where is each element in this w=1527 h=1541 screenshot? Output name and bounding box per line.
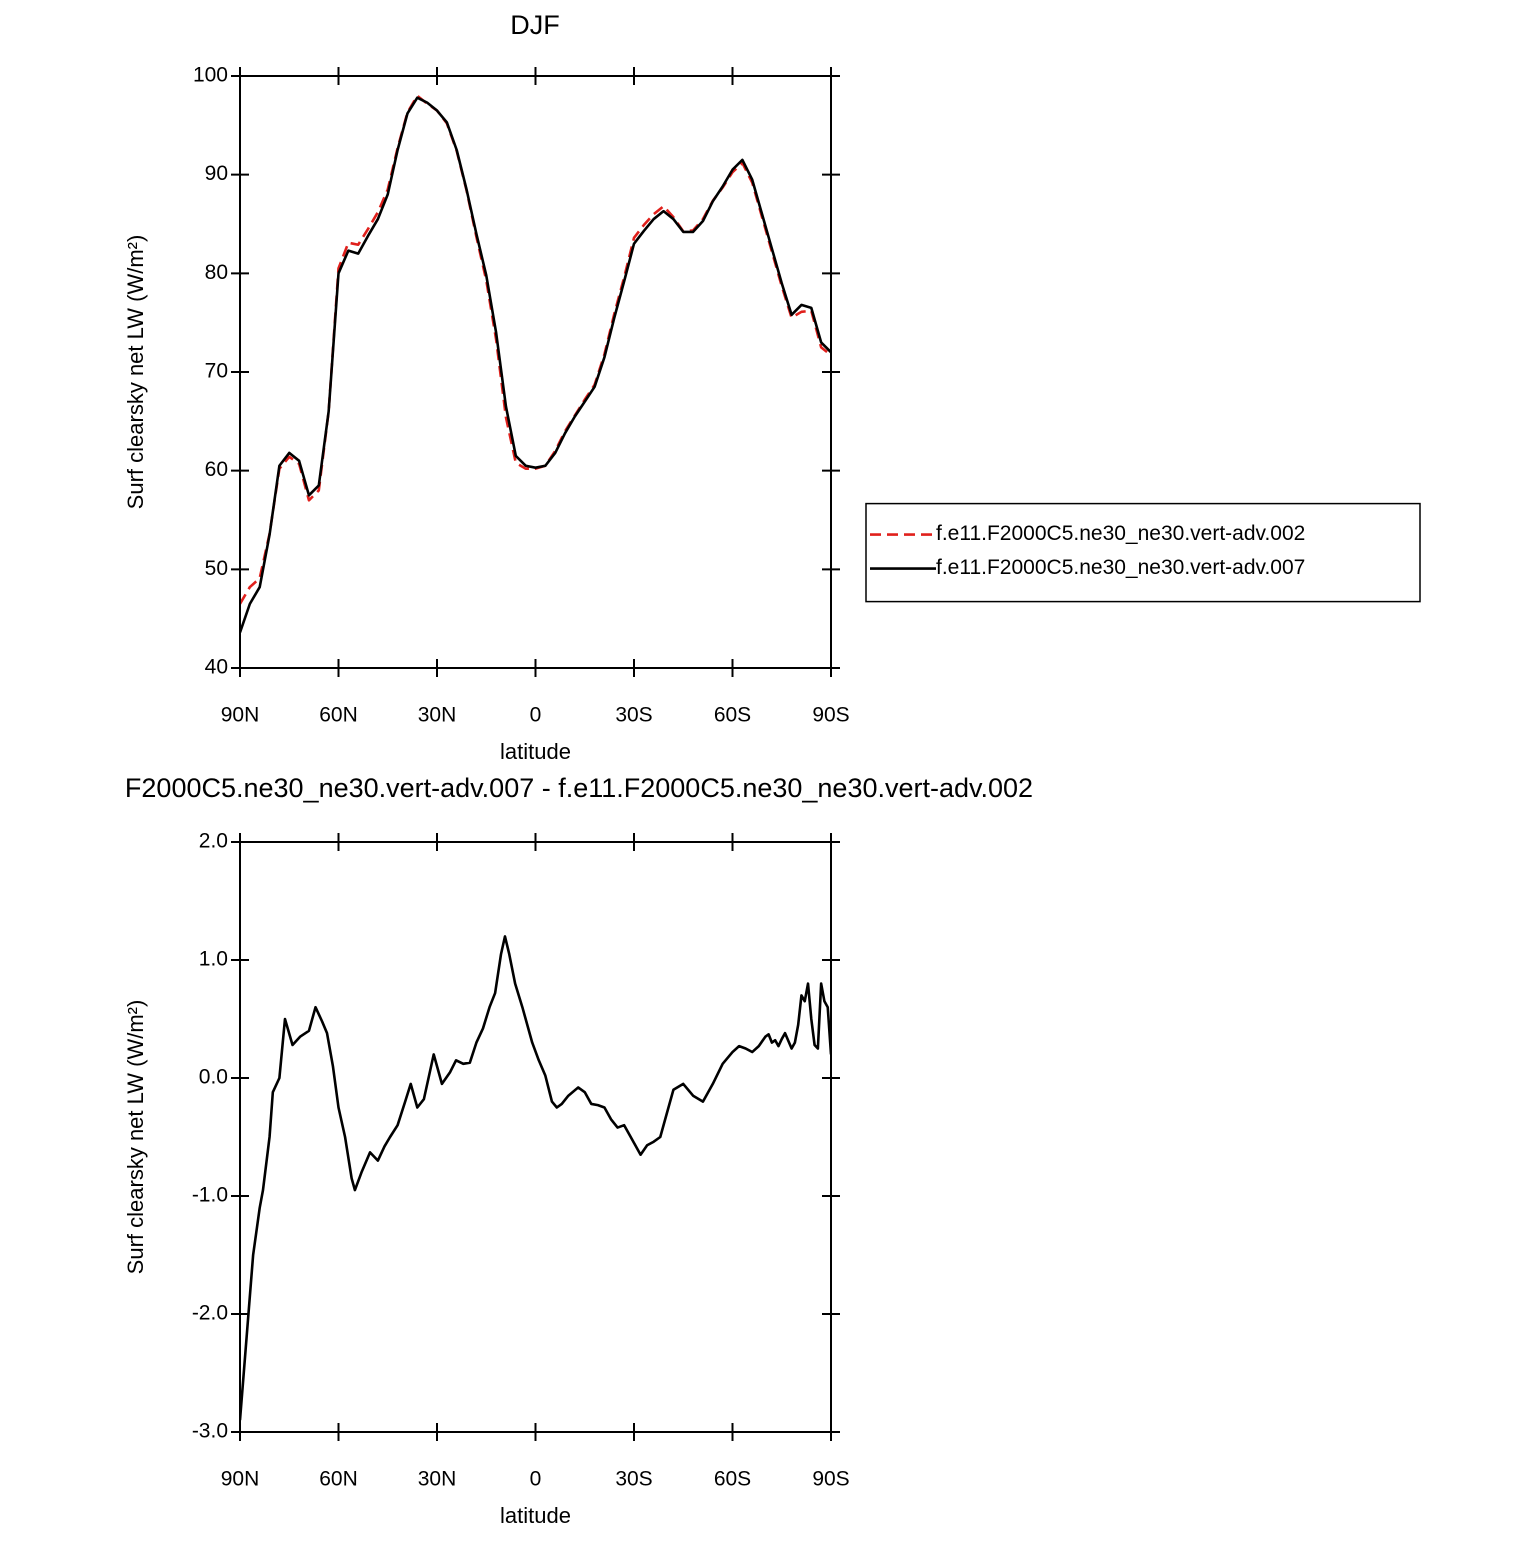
chart-title: DJF	[510, 10, 560, 40]
x-tick-label: 90S	[812, 1468, 849, 1491]
legend-label: f.e11.F2000C5.ne30_ne30.vert-adv.002	[936, 522, 1305, 545]
x-tick-label: 90N	[221, 704, 260, 727]
x-tick-label: 0	[530, 704, 542, 727]
panel: F2000C5.ne30_ne30.vert-adv.007 - f.e11.F…	[123, 773, 1033, 1528]
y-axis-label: Surf clearsky net LW (W/m²)	[123, 235, 148, 510]
x-tick-label: 0	[530, 1468, 542, 1491]
y-tick-label: 90	[205, 162, 228, 185]
y-tick-label: -3.0	[192, 1420, 228, 1443]
series-line	[240, 96, 831, 633]
x-tick-label: 30S	[615, 1468, 652, 1491]
x-tick-label: 60N	[319, 704, 358, 727]
panel: DJF 40 50 60 70 80 90 100 90N 60N 30N 0 30S 60S 90S lat…	[123, 10, 1421, 764]
y-tick-label: 1.0	[199, 948, 228, 971]
y-tick-label: 70	[205, 360, 228, 383]
series-line	[240, 94, 831, 605]
x-tick-label: 60S	[714, 1468, 751, 1491]
y-axis-label: Surf clearsky net LW (W/m²)	[123, 1000, 148, 1275]
legend-label: f.e11.F2000C5.ne30_ne30.vert-adv.007	[936, 556, 1305, 579]
x-tick-label: 30N	[418, 704, 457, 727]
x-axis-label: latitude	[500, 1503, 571, 1528]
plot-frame	[239, 75, 832, 669]
y-tick-label: -2.0	[192, 1302, 228, 1325]
legend: f.e11.F2000C5.ne30_ne30.vert-adv.002 f.e1…	[865, 502, 1421, 603]
y-tick-label: 60	[205, 458, 228, 481]
chart-title: F2000C5.ne30_ne30.vert-adv.007 - f.e11.F…	[125, 773, 1033, 803]
legend-box	[865, 502, 1421, 603]
y-tick-label: 100	[193, 64, 228, 87]
x-tick-label: 60S	[714, 704, 751, 727]
y-tick-label: 0.0	[199, 1066, 228, 1089]
y-tick-label: 40	[205, 656, 228, 679]
y-tick-label: 50	[205, 557, 228, 580]
plot-frame	[239, 841, 832, 1433]
series-line	[240, 935, 831, 1421]
x-tick-label: 60N	[319, 1468, 358, 1491]
y-tick-label: 2.0	[199, 830, 228, 853]
x-tick-label: 90N	[221, 1468, 260, 1491]
y-tick-label: 80	[205, 261, 228, 284]
y-tick-label: -1.0	[192, 1184, 228, 1207]
x-tick-label: 30N	[418, 1468, 457, 1491]
x-axis-label: latitude	[500, 739, 571, 764]
x-tick-label: 90S	[812, 704, 849, 727]
x-tick-label: 30S	[615, 704, 652, 727]
